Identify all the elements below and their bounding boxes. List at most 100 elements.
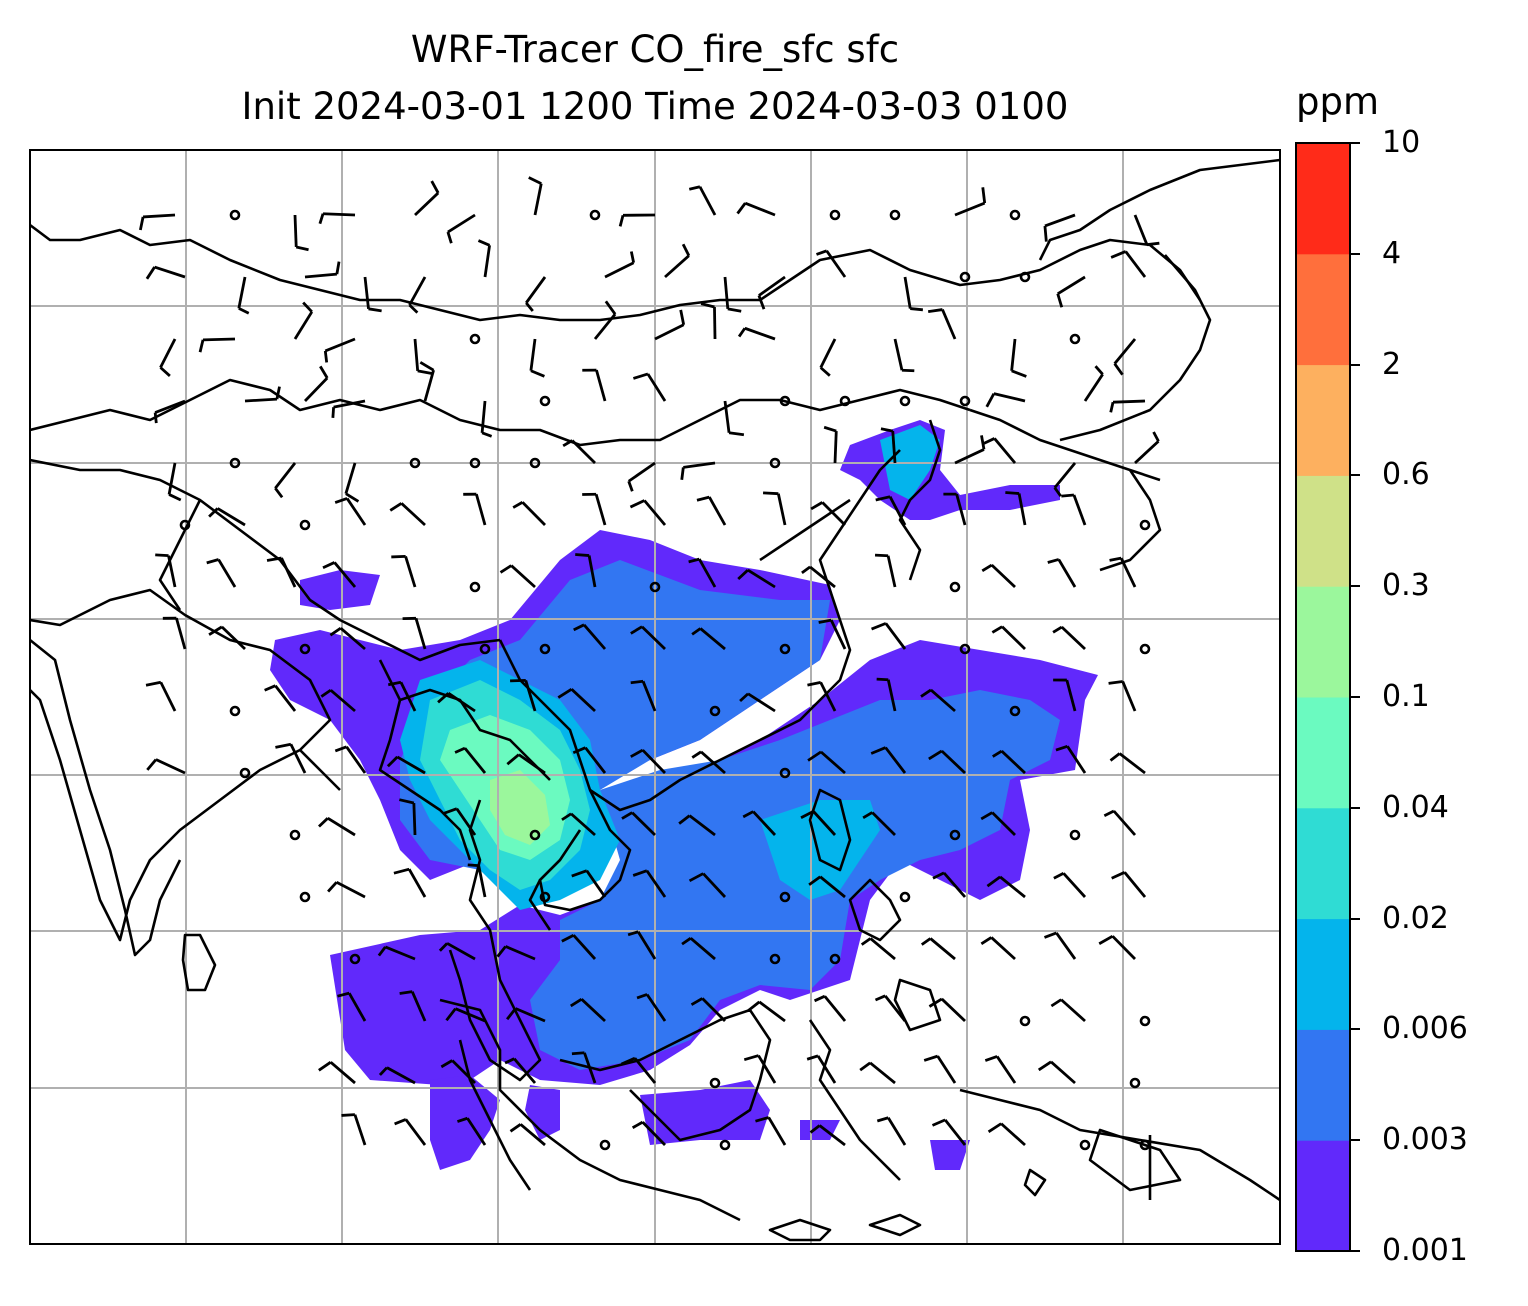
wind-barb <box>264 684 297 712</box>
wind-barb <box>408 276 427 314</box>
wind-barb <box>394 1118 427 1146</box>
calm-wind-marker <box>179 519 191 531</box>
calm-wind-marker <box>709 705 721 717</box>
colorbar-segment <box>1296 918 1350 1030</box>
wind-barb <box>1133 214 1160 247</box>
wind-barb <box>992 749 1026 775</box>
calm-wind-marker <box>469 581 481 593</box>
wind-barb <box>1052 625 1086 651</box>
wind-barb <box>237 276 250 315</box>
calm-wind-marker <box>959 271 971 283</box>
coastline-segment <box>498 449 901 812</box>
wind-barb <box>630 748 667 774</box>
wind-barb <box>871 622 907 650</box>
calm-wind-marker <box>959 395 971 407</box>
calm-wind-marker <box>1009 705 1021 717</box>
colorbar-tick <box>1350 917 1360 920</box>
colorbar-segment <box>1296 807 1350 920</box>
wind-barb <box>1005 491 1027 526</box>
wind-barb <box>445 1007 486 1023</box>
wind-barb <box>525 276 547 312</box>
wind-barb <box>737 568 776 589</box>
wind-barb <box>275 742 307 774</box>
calm-wind-marker <box>959 643 971 655</box>
wind-barb <box>688 185 717 216</box>
wind-barb <box>414 180 440 217</box>
wind-barb <box>303 365 329 402</box>
calm-wind-marker <box>529 457 541 469</box>
wind-barb <box>819 338 837 377</box>
wind-barb <box>206 558 237 588</box>
wind-barb <box>454 746 487 774</box>
wind-barb <box>980 936 1016 961</box>
coastline-segment <box>893 978 942 1032</box>
wind-barb <box>159 338 177 378</box>
colorbar-tick <box>1350 252 1360 255</box>
calm-wind-marker <box>779 891 791 903</box>
wind-barb <box>419 361 435 402</box>
wind-barb <box>893 338 915 373</box>
colorbar-tick <box>1350 1028 1360 1031</box>
wind-barb <box>1053 678 1077 712</box>
wind-barb <box>402 616 427 650</box>
coastline-segment <box>868 1213 922 1237</box>
calm-wind-marker <box>769 953 781 965</box>
wind-barb <box>808 875 846 899</box>
wind-barb <box>244 386 281 403</box>
wind-barb <box>323 337 356 363</box>
calm-wind-marker <box>1129 1077 1141 1089</box>
wind-barb <box>399 990 427 1022</box>
wind-barb <box>570 998 606 1023</box>
plume-region <box>930 1140 970 1170</box>
wind-barb <box>318 817 356 837</box>
wind-barb <box>386 755 426 775</box>
wind-barb <box>923 1054 957 1084</box>
wind-barb <box>920 937 956 961</box>
calm-wind-marker <box>719 1139 731 1151</box>
colorbar-tick <box>1350 806 1360 809</box>
wind-barb <box>274 462 297 499</box>
wind-barb <box>413 338 433 375</box>
coastline-segment <box>759 498 851 562</box>
calm-wind-marker <box>1019 271 1031 283</box>
wind-barb <box>1134 431 1160 465</box>
wind-barb <box>742 810 777 836</box>
wind-barb <box>630 625 666 651</box>
wind-barb <box>1037 1060 1076 1085</box>
wind-barb <box>1103 809 1137 836</box>
calm-wind-marker <box>599 1139 611 1151</box>
wind-barb <box>943 492 967 526</box>
wind-barb <box>1056 275 1086 308</box>
wind-barb <box>984 1055 1017 1084</box>
wind-barb <box>477 239 491 278</box>
calm-wind-marker <box>1139 1015 1151 1027</box>
wind-barb <box>391 555 417 588</box>
colorbar-tick <box>1350 474 1360 477</box>
wind-barb <box>1111 871 1147 898</box>
coastline-segment <box>559 1008 772 1142</box>
wind-barb <box>876 677 897 712</box>
wind-barb <box>341 1113 367 1146</box>
plume-region <box>760 800 880 900</box>
coastline-segment <box>1023 1168 1047 1197</box>
wind-barb <box>880 427 897 464</box>
wind-barb <box>954 187 987 217</box>
wind-barb <box>818 618 847 650</box>
wind-barb <box>437 692 476 713</box>
colorbar-unit: ppm <box>1296 80 1380 123</box>
wind-barb <box>980 811 1016 836</box>
wind-barb <box>723 400 745 437</box>
coastline-segment <box>1038 158 1280 261</box>
coastline-segment <box>848 878 902 942</box>
wind-barb <box>986 875 1026 899</box>
coastline-segment <box>30 588 332 942</box>
wind-barb <box>987 1122 1026 1147</box>
colorbar-segment <box>1296 475 1350 587</box>
wind-barb <box>322 561 357 588</box>
wind-barb <box>562 439 596 464</box>
wind-barb <box>680 461 716 480</box>
wind-barb <box>1109 399 1146 413</box>
wind-barb <box>438 942 476 961</box>
wind-barb <box>691 750 726 775</box>
colorbar-tick-label: 0.6 <box>1382 457 1430 493</box>
